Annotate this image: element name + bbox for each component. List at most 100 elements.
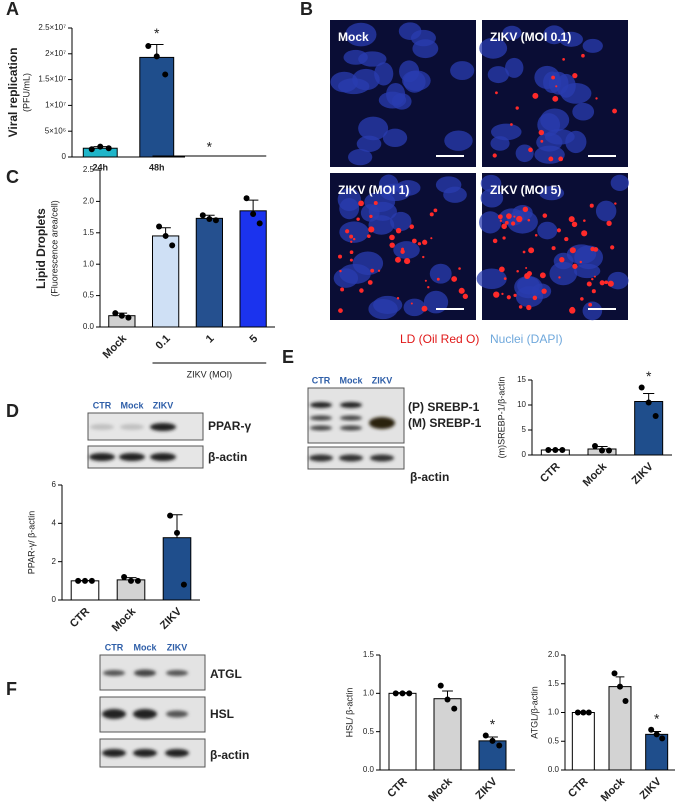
data-point — [105, 145, 112, 152]
lipid-droplet — [564, 236, 569, 242]
nucleus — [537, 221, 558, 240]
nucleus — [559, 31, 583, 47]
data-point — [611, 670, 618, 677]
x-tick-label: CTR — [538, 461, 563, 486]
nucleus — [582, 38, 603, 53]
nucleus — [402, 70, 431, 91]
lipid-droplet — [562, 57, 565, 61]
lipid-droplet — [527, 218, 531, 222]
y-tick-label: 1×10⁷ — [45, 101, 66, 110]
lipid-droplet — [569, 306, 575, 312]
data-point — [592, 443, 598, 449]
lane-label: Mock — [133, 642, 157, 652]
data-point — [444, 696, 451, 703]
data-point — [659, 735, 666, 742]
bar — [571, 712, 595, 771]
lipid-droplet — [356, 217, 360, 221]
nucleus — [378, 91, 407, 109]
data-point — [199, 212, 206, 219]
lipid-droplet — [599, 280, 605, 286]
lipid-droplet — [506, 213, 512, 219]
lipid-droplet — [580, 297, 584, 301]
y-tick-label: 2.0 — [83, 197, 95, 206]
data-point — [97, 143, 104, 150]
lipid-droplet — [373, 201, 378, 205]
lipid-droplet — [515, 106, 519, 110]
nucleus — [348, 148, 373, 166]
lipid-droplet — [389, 242, 395, 248]
nucleus — [573, 263, 601, 279]
lipid-droplet — [396, 296, 400, 300]
data-point — [169, 242, 176, 249]
nucleus — [539, 185, 565, 201]
y-tick-label: 2×10⁷ — [45, 49, 66, 58]
micrograph-label: ZIKV (MOI 1) — [338, 183, 409, 197]
data-point — [212, 217, 219, 224]
y-tick-label: 4 — [52, 518, 57, 527]
nucleus — [595, 200, 617, 222]
data-point — [167, 512, 174, 519]
lipid-droplet — [572, 72, 578, 79]
data-point — [437, 682, 444, 689]
data-point — [88, 146, 95, 153]
nucleus — [514, 275, 543, 299]
band-label: ATGL — [210, 667, 242, 681]
data-point — [174, 529, 180, 536]
panel-letter: C — [6, 167, 19, 187]
nucleus — [505, 57, 524, 78]
data-point — [622, 698, 629, 704]
y-tick-label: 2.5×10⁷ — [38, 23, 66, 32]
nucleus — [358, 116, 389, 141]
blot-e: CTR Mock ZIKV (P) SREBP-1 (M) SREBP-1 β-… — [307, 375, 482, 484]
y-tick-label: 0 — [62, 152, 67, 161]
y-tick-label: 2.5 — [83, 165, 95, 174]
lipid-droplet — [506, 295, 511, 300]
lipid-droplet — [559, 257, 565, 263]
data-point — [585, 709, 592, 716]
y-tick-label: 0 — [52, 595, 57, 604]
y-tick-label: 1.5 — [83, 228, 95, 237]
error-bar — [247, 199, 259, 211]
lipid-droplet — [462, 293, 468, 299]
lipid-droplet — [556, 228, 561, 233]
lipid-droplet — [610, 245, 615, 250]
x-tick-label: CTR — [566, 776, 591, 801]
nucleus — [582, 301, 603, 321]
lipid-droplet — [528, 247, 535, 254]
lipid-droplet — [511, 221, 516, 226]
nucleus — [480, 174, 502, 192]
lipid-droplet — [504, 220, 509, 225]
nucleus — [330, 71, 358, 93]
nucleus — [360, 204, 380, 222]
data-point — [652, 413, 659, 419]
lipid-droplet — [525, 267, 528, 270]
microscopy: Mock ZIKV (MOI 0.1) ZIKV (MOI 1) ZIKV (MOI … — [330, 20, 629, 321]
lipid-droplet — [499, 219, 503, 222]
x-tick-label: Mock — [426, 775, 455, 804]
y-tick-label: 2 — [52, 557, 57, 566]
band-label: PPAR-γ — [208, 419, 251, 433]
y-axis-label: (m)SREBP-1/β-actin — [496, 377, 506, 459]
lipid-droplet — [538, 129, 545, 136]
band-label: β-actin — [410, 470, 449, 484]
data-point — [256, 220, 263, 227]
data-point — [118, 312, 125, 319]
data-point — [648, 726, 655, 733]
nucleus — [390, 211, 412, 232]
lipid-droplet — [534, 233, 538, 237]
data-point — [496, 742, 503, 749]
x-tick-label: Mock — [110, 605, 139, 634]
lane-label: CTR — [312, 375, 331, 385]
y-axis-label: Viral replication — [6, 48, 20, 138]
data-point — [392, 690, 399, 697]
lipid-droplet — [349, 250, 354, 255]
lipid-droplet — [591, 289, 596, 294]
lipid-droplet — [541, 288, 547, 294]
nucleus — [398, 22, 422, 40]
lipid-droplet — [614, 202, 617, 205]
lipid-droplet — [497, 214, 503, 220]
blot-d: CTR Mock ZIKV PPAR-γ β-actin — [87, 400, 251, 469]
lipid-droplet — [340, 287, 345, 292]
nucleus — [339, 263, 371, 284]
lipid-droplet — [532, 295, 538, 301]
